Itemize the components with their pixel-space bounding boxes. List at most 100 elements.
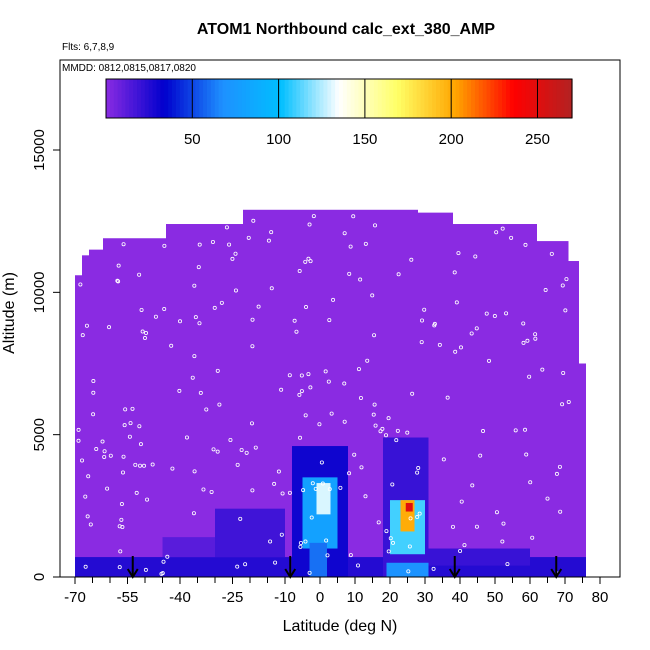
sample-point <box>123 407 128 412</box>
sample-point <box>474 524 479 529</box>
sample-point <box>504 311 509 316</box>
sample-point <box>142 336 147 341</box>
sample-point <box>279 532 284 537</box>
colorbar-segment <box>540 79 546 118</box>
colorbar-segment <box>373 79 379 118</box>
sample-point <box>329 411 334 416</box>
colorbar-segment <box>129 79 134 118</box>
sample-point <box>462 543 467 548</box>
colorbar-segment <box>556 79 561 118</box>
colorbar-segment <box>342 79 348 118</box>
colorbar-segment <box>187 79 193 118</box>
sample-point <box>373 423 378 428</box>
sample-point <box>161 559 166 564</box>
x-tick-label: -10 <box>274 589 296 606</box>
sample-point <box>348 244 353 249</box>
sample-point <box>560 402 565 407</box>
sample-point <box>150 462 155 467</box>
sample-point <box>500 539 505 544</box>
x-tick-label: -25 <box>222 589 244 606</box>
sample-point <box>313 486 318 491</box>
colorbar-segment <box>439 79 445 118</box>
heatmap-cell <box>215 508 285 558</box>
colorbar-segment <box>544 79 550 118</box>
sample-point <box>454 300 459 305</box>
colorbar-segment <box>459 79 464 118</box>
colorbar-segment <box>467 79 472 118</box>
heatmap <box>75 209 586 577</box>
colorbar-segment <box>346 79 352 118</box>
sample-point <box>184 435 189 440</box>
sample-point <box>459 499 464 504</box>
sample-point <box>394 438 399 443</box>
colorbar-tick-label: 100 <box>266 131 291 148</box>
y-tick-label: 0 <box>31 573 48 581</box>
colorbar-segment <box>323 79 328 118</box>
colorbar-segment <box>307 79 313 118</box>
sample-point <box>505 562 510 567</box>
sample-point <box>249 421 254 426</box>
sample-point <box>121 242 126 247</box>
colorbar-segment <box>521 79 526 118</box>
sample-point <box>299 389 304 394</box>
sample-point <box>347 471 352 476</box>
colorbar-segment <box>226 79 231 118</box>
colorbar-segment <box>471 79 476 118</box>
sample-point <box>84 323 89 328</box>
sample-point <box>298 544 303 549</box>
sample-point <box>118 549 123 554</box>
sample-point <box>250 488 255 493</box>
colorbar-segment <box>377 79 383 118</box>
sample-point <box>415 515 420 520</box>
sample-point <box>342 231 347 236</box>
sample-point <box>102 449 107 454</box>
colorbar-segment <box>125 79 130 118</box>
sample-point <box>307 570 312 575</box>
sample-point <box>273 560 278 565</box>
x-tick-label: 80 <box>592 589 609 606</box>
sample-point <box>474 326 479 331</box>
sample-point <box>405 430 410 435</box>
sample-point <box>342 381 347 386</box>
sample-point <box>230 256 235 261</box>
sample-point <box>78 282 83 287</box>
colorbar-segment <box>284 79 290 118</box>
colorbar-segment <box>513 79 519 118</box>
sample-point <box>138 463 143 468</box>
colorbar-segment <box>315 79 321 118</box>
sample-point <box>384 433 389 438</box>
x-tick-label: 40 <box>452 589 469 606</box>
sample-point <box>107 325 112 330</box>
sample-point <box>317 422 322 427</box>
colorbar-segment <box>296 79 301 118</box>
x-tick-label: 0 <box>316 589 324 606</box>
sample-point <box>177 388 182 393</box>
sample-point <box>310 481 315 486</box>
sample-point <box>210 239 215 244</box>
colorbar-segment <box>152 79 158 118</box>
x-tick-label: -40 <box>169 589 191 606</box>
colorbar-segment <box>428 79 433 118</box>
sample-point <box>370 293 375 298</box>
colorbar-segment <box>366 79 371 118</box>
sample-point <box>348 553 353 558</box>
sample-point <box>170 466 175 471</box>
sample-point <box>351 214 356 219</box>
sample-point <box>301 488 306 493</box>
heatmap-column <box>568 261 579 577</box>
y-tick-label: 5000 <box>31 418 48 451</box>
sample-point <box>566 399 571 404</box>
sample-point <box>388 536 393 541</box>
sample-points <box>76 214 571 576</box>
sample-point <box>238 516 243 521</box>
sample-point <box>524 452 529 457</box>
sample-point <box>256 304 261 309</box>
sample-point <box>191 511 196 516</box>
y-tick-label: 10000 <box>31 271 48 313</box>
sample-point <box>445 395 450 400</box>
colorbar-segment <box>502 79 507 118</box>
colorbar-segment <box>420 79 426 118</box>
colorbar-segment <box>234 79 239 118</box>
colorbar-segment <box>175 79 181 118</box>
sample-point <box>224 225 229 230</box>
